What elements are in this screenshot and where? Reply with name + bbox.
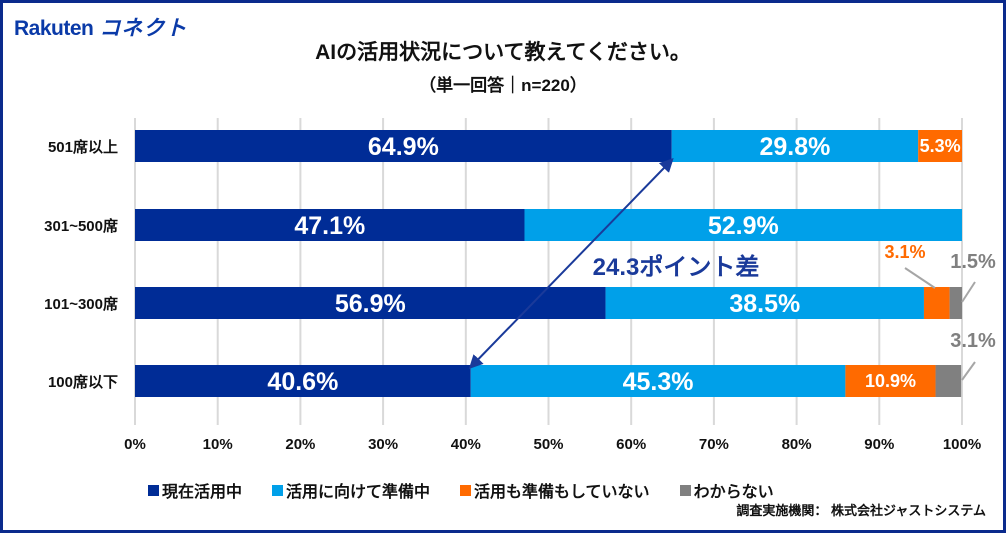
data-label: 38.5% <box>729 290 800 318</box>
category-label: 100席以下 <box>48 373 118 391</box>
x-tick-label: 100% <box>943 436 981 453</box>
data-label: 47.1% <box>294 212 365 240</box>
x-tick-label: 70% <box>699 436 729 453</box>
difference-annotation: 24.3ポイント差 <box>593 253 760 281</box>
bar-segment <box>923 287 950 319</box>
data-label: 10.9% <box>865 371 916 391</box>
leader-line <box>961 361 976 381</box>
x-tick-label: 10% <box>203 436 233 453</box>
bar-segment <box>135 130 672 162</box>
bar-segment <box>470 365 846 397</box>
data-label: 5.3% <box>920 136 961 156</box>
legend-item: 活用に向けて準備中 <box>272 478 430 502</box>
x-tick-label: 90% <box>864 436 894 453</box>
data-label: 29.8% <box>760 133 831 161</box>
legend-swatch <box>272 484 284 496</box>
legend: 現在活用中 活用に向けて準備中 活用も準備もしていない わからない <box>148 478 774 502</box>
data-label: 64.9% <box>368 133 439 161</box>
bar-segment <box>949 287 962 319</box>
x-tick-label: 50% <box>533 436 563 453</box>
source-note: 調査実施機関： 株式会社ジャストシステム <box>736 503 986 518</box>
logo-brand: Rakuten <box>14 17 94 40</box>
x-tick-label: 0% <box>124 436 146 453</box>
x-tick-label: 80% <box>782 436 812 453</box>
leader-line <box>904 267 936 289</box>
data-label: 3.1% <box>884 242 925 262</box>
data-label: 45.3% <box>623 368 694 396</box>
bar-segment <box>845 365 936 397</box>
legend-swatch <box>460 484 472 496</box>
bar-segment <box>671 130 919 162</box>
data-label: 52.9% <box>708 212 779 240</box>
chart-title: AIの活用状況について教えてください。 <box>315 41 691 64</box>
bar-segment <box>935 365 962 397</box>
x-tick-label: 20% <box>285 436 315 453</box>
category-label: 501席以上 <box>48 138 118 156</box>
category-label: 301~500席 <box>44 217 118 235</box>
bar-segment <box>918 130 962 162</box>
x-tick-label: 60% <box>616 436 646 453</box>
chart-subtitle: （単一回答｜n=220） <box>419 76 587 95</box>
legend-label: 現在活用中 <box>162 484 243 501</box>
leader-line <box>961 281 976 303</box>
legend-swatch <box>148 484 159 496</box>
legend-item: わからない <box>679 478 774 502</box>
bar-segment <box>135 365 471 397</box>
difference-arrow <box>468 157 674 370</box>
data-label: 3.1% <box>950 330 996 352</box>
bar-segment <box>135 209 525 241</box>
data-label: 40.6% <box>267 368 338 396</box>
x-tick-label: 30% <box>368 436 398 453</box>
legend-swatch <box>679 484 691 496</box>
legend-label: 活用に向けて準備中 <box>286 484 431 501</box>
x-tick-label: 40% <box>451 436 481 453</box>
category-label: 101~300席 <box>44 295 118 313</box>
legend-item: 活用も準備もしていない <box>460 478 650 502</box>
legend-label: わからない <box>693 484 774 501</box>
data-label: 1.5% <box>950 251 996 273</box>
rakuten-connect-logo: Rakuten コネクト <box>14 12 187 42</box>
legend-item: 現在活用中 <box>148 478 242 502</box>
legend-label: 活用も準備もしていない <box>474 484 650 501</box>
logo-sub: コネクト <box>99 17 188 40</box>
data-label: 56.9% <box>335 290 406 318</box>
